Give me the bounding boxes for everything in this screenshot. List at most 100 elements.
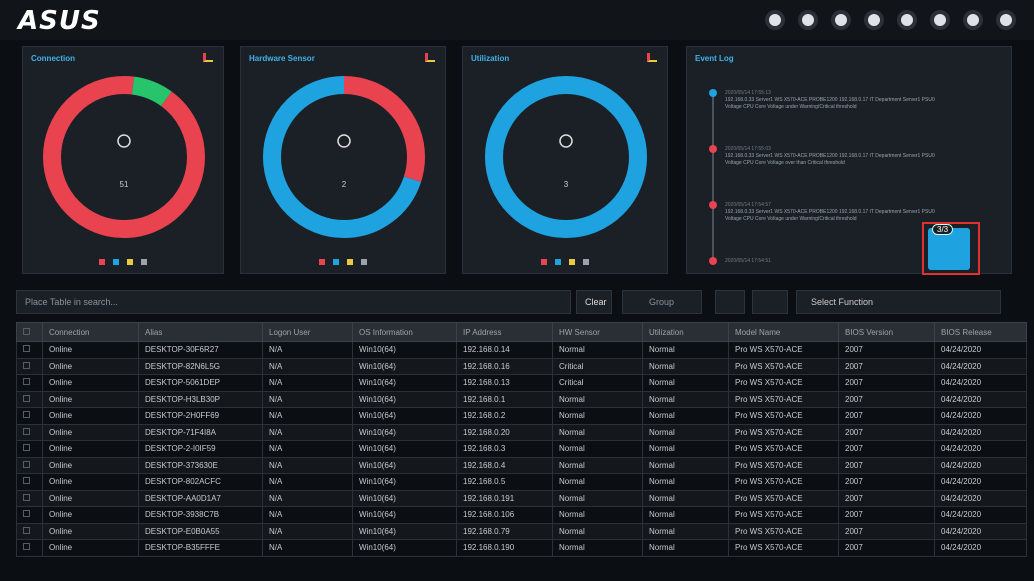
- table-cell: N/A: [262, 539, 353, 557]
- table-cell: N/A: [262, 440, 353, 458]
- checkbox: [23, 460, 30, 468]
- select-function[interactable]: Select Function: [796, 290, 1001, 314]
- table-cell: Pro WS X570-ACE: [728, 423, 839, 441]
- column-header: Utilization: [642, 322, 729, 342]
- group-button[interactable]: Group: [622, 290, 702, 314]
- event-entry: 2020/05/14 17:55:03 192.168.0.33 Server1 …: [725, 146, 995, 167]
- panel-title: Hardware Sensor: [249, 54, 315, 63]
- legend-swatch: [113, 259, 119, 265]
- table-cell: Win10(64): [352, 473, 457, 491]
- table-cell: 04/24/2020: [934, 473, 1027, 491]
- table-cell: 2007: [838, 440, 935, 458]
- row-select: [16, 539, 43, 557]
- panel: Utilization 3: [462, 46, 668, 274]
- table-cell: 2007: [838, 456, 935, 474]
- table-cell: N/A: [262, 473, 353, 491]
- table-cell: 04/24/2020: [934, 539, 1027, 557]
- search-input[interactable]: Place Table in search...: [16, 290, 571, 314]
- table-cell: Online: [42, 374, 139, 392]
- row-select: [16, 390, 43, 408]
- table-row: Online DESKTOP-5061DEP N/A Win10(64) 192.168…: [16, 374, 1027, 392]
- table-cell: DESKTOP-E0B0A55: [138, 522, 263, 540]
- timeline-dot: [709, 145, 717, 153]
- legend: [463, 259, 667, 265]
- table-cell: 2007: [838, 374, 935, 392]
- table-cell: N/A: [262, 357, 353, 375]
- table-cell: Normal: [642, 357, 729, 375]
- table-cell: N/A: [262, 423, 353, 441]
- table-cell: Pro WS X570-ACE: [728, 407, 839, 425]
- donut-segment: [263, 76, 425, 238]
- event-text: 192.168.0.33 Server1 WS X570-ACE PROBE12…: [725, 209, 935, 215]
- timeline-dot: [709, 201, 717, 209]
- timeline: [712, 91, 714, 261]
- table-cell: N/A: [262, 341, 353, 359]
- table-row: Online DESKTOP-E0B0A55 N/A Win10(64) 192.168…: [16, 522, 1027, 540]
- table-cell: 192.168.0.106: [456, 506, 553, 524]
- table-cell: Online: [42, 407, 139, 425]
- table-cell: Win10(64): [352, 522, 457, 540]
- table-cell: N/A: [262, 390, 353, 408]
- table-cell: Pro WS X570-ACE: [728, 341, 839, 359]
- event-entry: 2020/05/14 17:54:51: [725, 258, 995, 265]
- table-cell: 04/24/2020: [934, 440, 1027, 458]
- clear-button[interactable]: Clear: [576, 290, 612, 314]
- table-row: Online DESKTOP-3938C7B N/A Win10(64) 192.168…: [16, 506, 1027, 524]
- table-cell: 2007: [838, 357, 935, 375]
- table-cell: Normal: [552, 440, 643, 458]
- table-cell: Normal: [552, 407, 643, 425]
- notification-badge[interactable]: 3/3: [922, 222, 980, 275]
- event-text: 192.168.0.33 Server1 WS X570-ACE PROBE12…: [725, 97, 935, 103]
- table-cell: Normal: [552, 539, 643, 557]
- column-header: Logon User: [262, 322, 353, 342]
- table-cell: Win10(64): [352, 440, 457, 458]
- panel-title: Utilization: [471, 54, 510, 63]
- table-cell: Win10(64): [352, 423, 457, 441]
- checkbox: [23, 345, 30, 353]
- center-count: 3: [564, 180, 569, 189]
- table-cell: Online: [42, 390, 139, 408]
- table-row: Online DESKTOP-71F4I8A N/A Win10(64) 192.168…: [16, 423, 1027, 441]
- row-select: [16, 489, 43, 507]
- table-cell: 192.168.0.5: [456, 473, 553, 491]
- save-button[interactable]: [715, 290, 745, 314]
- checkbox: [23, 361, 30, 369]
- legend-swatch: [583, 259, 589, 265]
- table-cell: Win10(64): [352, 341, 457, 359]
- panel: Hardware Sensor 2: [240, 46, 446, 274]
- table-row: Online DESKTOP-30F6R27 N/A Win10(64) 192.168…: [16, 341, 1027, 359]
- timeline-dot: [709, 89, 717, 97]
- select-all: [16, 322, 43, 342]
- table-cell: Normal: [642, 374, 729, 392]
- table-cell: Normal: [642, 456, 729, 474]
- table-cell: Online: [42, 357, 139, 375]
- column-header: IP Address: [456, 322, 553, 342]
- header-icons[interactable]: [765, 10, 1016, 30]
- column-header: Model Name: [728, 322, 839, 342]
- checkbox: [23, 510, 30, 518]
- column-header: Alias: [138, 322, 263, 342]
- legend-swatch: [541, 259, 547, 265]
- table-row: Online DESKTOP-AA0D1A7 N/A Win10(64) 192.168…: [16, 489, 1027, 507]
- legend-swatch: [569, 259, 575, 265]
- table-cell: Win10(64): [352, 357, 457, 375]
- table-cell: 04/24/2020: [934, 456, 1027, 474]
- event-time: 2020/05/14 17:54:57: [725, 202, 771, 208]
- table-cell: Win10(64): [352, 539, 457, 557]
- row-select: [16, 473, 43, 491]
- table-row: Online DESKTOP-802ACFC N/A Win10(64) 192.168…: [16, 473, 1027, 491]
- legend-swatch: [319, 259, 325, 265]
- event-time: 2020/05/14 17:55:13: [725, 90, 771, 96]
- table-cell: 04/24/2020: [934, 506, 1027, 524]
- donut: 2: [263, 76, 425, 238]
- event-entry: 2020/05/14 17:55:13 192.168.0.33 Server1 …: [725, 90, 995, 111]
- table-cell: Pro WS X570-ACE: [728, 539, 839, 557]
- row-select: [16, 456, 43, 474]
- upload-button[interactable]: [752, 290, 788, 314]
- table-cell: 2007: [838, 473, 935, 491]
- column-header: Connection: [42, 322, 139, 342]
- table-cell: Normal: [642, 522, 729, 540]
- event-time: 2020/05/14 17:55:03: [725, 146, 771, 152]
- table-cell: Win10(64): [352, 374, 457, 392]
- table-cell: 2007: [838, 423, 935, 441]
